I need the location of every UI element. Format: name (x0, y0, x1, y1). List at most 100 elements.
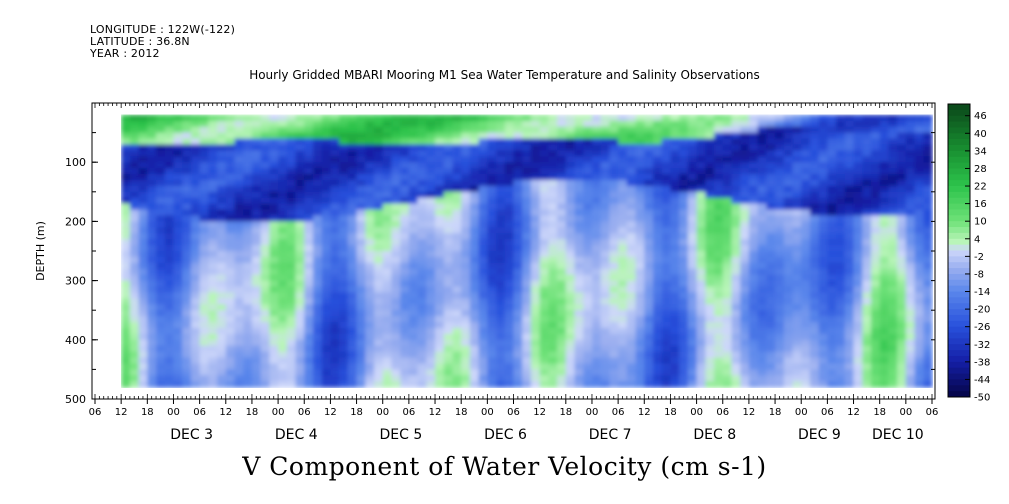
chart-title: Hourly Gridded MBARI Mooring M1 Sea Wate… (249, 68, 760, 82)
colorbar-swatch (948, 150, 970, 158)
x-tick-label: 18 (873, 407, 886, 418)
x-tick-label: 06 (403, 407, 416, 418)
x-tick-label: 18 (455, 407, 468, 418)
colorbar-swatch (948, 344, 970, 351)
x-tick-label: 12 (533, 407, 546, 418)
colorbar-swatch (948, 320, 970, 328)
colorbar-swatch (948, 256, 970, 263)
colorbar-swatch (948, 197, 970, 205)
heatmap-field (121, 114, 933, 399)
colorbar-swatch (948, 297, 970, 304)
colorbar-swatch (948, 162, 970, 169)
colorbar-swatch (948, 215, 970, 222)
colorbar-swatch (948, 268, 970, 275)
colorbar-swatch (948, 332, 970, 339)
x-tick-label: 06 (821, 407, 834, 418)
x-tick-label: 12 (743, 407, 756, 418)
colorbar-label: 4 (974, 234, 980, 245)
x-tick-label: 12 (324, 407, 337, 418)
colorbar-swatch (948, 191, 970, 199)
longitude-label: LONGITUDE : 122W(-122) (90, 23, 236, 36)
colorbar-swatch (948, 262, 970, 269)
y-tick-label: 500 (65, 393, 86, 406)
colorbar-swatch (948, 250, 970, 257)
x-tick-label: 06 (612, 407, 625, 418)
y-tick-label: 200 (65, 215, 86, 228)
colorbar-swatch (948, 273, 970, 281)
colorbar-label: -32 (974, 340, 990, 351)
colorbar-swatch (948, 186, 970, 193)
colorbar-swatch (948, 133, 970, 140)
x-tick-label: 00 (481, 407, 494, 418)
y-tick-label: 100 (65, 156, 86, 169)
x-tick-label: 12 (429, 407, 442, 418)
colorbar-swatch (948, 314, 970, 322)
colorbar-swatch (948, 367, 970, 374)
x-tick-label: 06 (926, 407, 939, 418)
x-tick-label: 18 (246, 407, 259, 418)
x-tick-label: 00 (899, 407, 912, 418)
colorbar-swatch (948, 303, 970, 310)
x-tick-label: 00 (690, 407, 703, 418)
colorbar-swatch (948, 232, 970, 240)
colorbar-swatch (948, 209, 970, 216)
x-tick-label: 06 (89, 407, 102, 418)
colorbar-swatch (948, 109, 970, 117)
x-tick-label: 18 (664, 407, 677, 418)
x-tick-label: 18 (769, 407, 782, 418)
year-label: YEAR : 2012 (90, 47, 160, 60)
colorbar-frame (947, 103, 971, 398)
colorbar-swatch (948, 379, 970, 386)
x-tick-label: 18 (350, 407, 363, 418)
colorbar-swatch (948, 373, 970, 380)
x-tick-label: 12 (638, 407, 651, 418)
x-tick-label: 06 (507, 407, 520, 418)
colorbar-swatch (948, 203, 970, 210)
x-axis-title: V Component of Water Velocity (cm s-1) (242, 452, 767, 481)
x-tick-label: 00 (795, 407, 808, 418)
x-day-label: DEC 9 (798, 427, 841, 443)
colorbar-swatch (948, 338, 970, 345)
x-tick-label: 18 (559, 407, 572, 418)
x-tick-label: 06 (193, 407, 206, 418)
x-day-label: DEC 10 (872, 427, 924, 443)
colorbar-label: 34 (974, 146, 987, 157)
colorbar-label: -26 (974, 322, 990, 333)
y-tick-label: 300 (65, 275, 86, 288)
x-tick-label: 00 (586, 407, 599, 418)
colorbar: 46 40 34 28 22 16 10 4 -2 -8 -14 -20 -26 -32 -38 -44 -50 (947, 103, 990, 404)
latitude-label: LATITUDE : 36.8N (90, 35, 190, 48)
colorbar-swatch (948, 350, 970, 357)
x-day-label: DEC 3 (170, 427, 213, 443)
data-gap (644, 388, 697, 399)
colorbar-swatch (948, 227, 970, 234)
colorbar-label: -2 (974, 252, 984, 263)
colorbar-swatch (948, 326, 970, 333)
x-tick-label: 06 (716, 407, 729, 418)
colorbar-swatch (948, 115, 970, 122)
colorbar-swatch (948, 355, 970, 363)
colorbar-swatch (948, 391, 970, 398)
colorbar-label: 10 (974, 217, 987, 228)
colorbar-swatch (948, 238, 970, 246)
x-tick-label: 06 (298, 407, 311, 418)
y-axis-label: DEPTH (m) (34, 221, 47, 281)
colorbar-label: -44 (974, 375, 990, 386)
colorbar-label: 16 (974, 199, 987, 210)
colorbar-swatch (948, 121, 970, 128)
colorbar-swatch (948, 174, 970, 181)
colorbar-swatch (948, 145, 970, 152)
colorbar-swatch (948, 244, 970, 251)
colorbar-label: -20 (974, 305, 990, 316)
colorbar-swatch (948, 168, 970, 175)
y-tick-label: 400 (65, 334, 86, 347)
colorbar-swatch (948, 127, 970, 134)
colorbar-swatch (948, 221, 970, 228)
x-tick-label: 00 (167, 407, 180, 418)
colorbar-swatch (948, 104, 970, 111)
colorbar-label: -8 (974, 269, 984, 280)
x-tick-label: 12 (115, 407, 128, 418)
colorbar-swatch (948, 309, 970, 316)
colorbar-label: 46 (974, 111, 987, 122)
